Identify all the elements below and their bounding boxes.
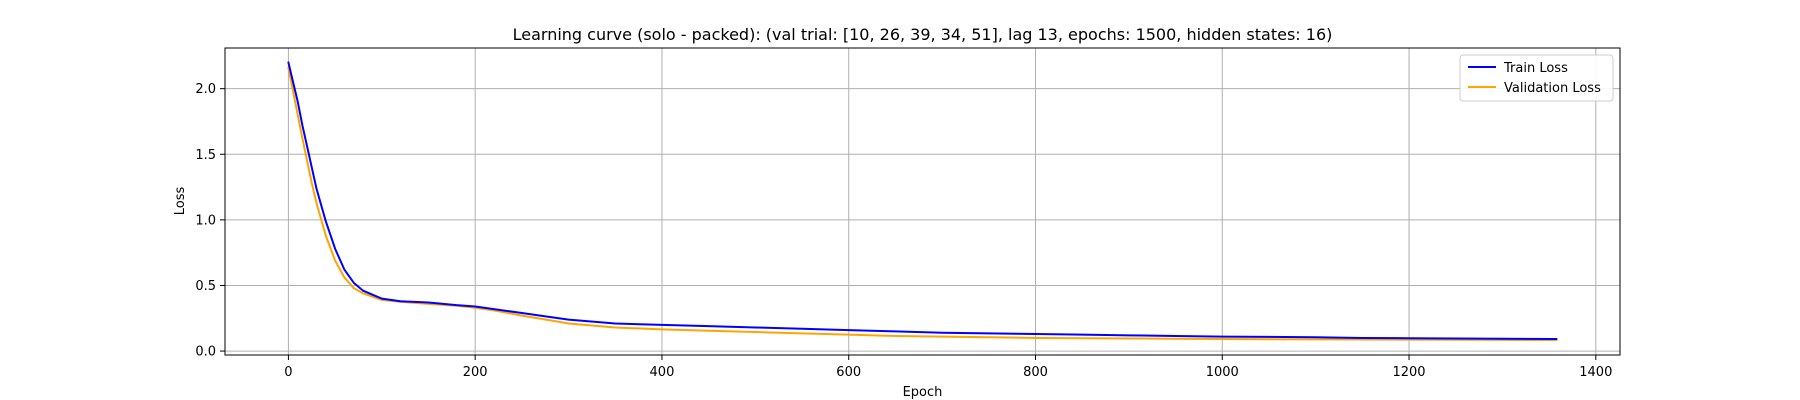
x-tick-label: 1000 [1206, 365, 1239, 380]
plot-area-frame [224, 47, 1621, 356]
series-line-train-loss [287, 61, 1558, 340]
y-tick-label: 0.0 [195, 345, 216, 360]
x-tick-label: 0 [284, 365, 292, 380]
axis-ticks: 0 200 400 600 800 1000 1200 1400 0.0 0.5 1.0 1.5 2.0 [195, 82, 1612, 380]
x-tick-label: 800 [1023, 365, 1048, 380]
x-tick-label: 1400 [1579, 365, 1612, 380]
y-tick-label: 1.0 [195, 213, 216, 228]
series-lines [287, 61, 1558, 342]
x-tick-label: 400 [650, 365, 675, 380]
legend: Train Loss Validation Loss [1459, 54, 1614, 102]
x-axis-label: Epoch [903, 385, 943, 400]
legend-box [1459, 54, 1614, 102]
x-tick-label: 200 [463, 365, 488, 380]
series-line-validation-loss [287, 66, 1558, 342]
y-tick-label: 0.5 [195, 279, 216, 294]
chart-title: Learning curve (solo - packed): (val tri… [513, 25, 1333, 44]
x-tick-label: 600 [836, 365, 861, 380]
y-tick-label: 2.0 [195, 82, 216, 97]
y-tick-label: 1.5 [195, 148, 216, 163]
y-axis-label: Loss [173, 187, 188, 216]
x-tick-label: 1200 [1392, 365, 1425, 380]
legend-label-train-loss: Train Loss [1503, 61, 1568, 76]
legend-label-validation-loss: Validation Loss [1504, 81, 1601, 96]
